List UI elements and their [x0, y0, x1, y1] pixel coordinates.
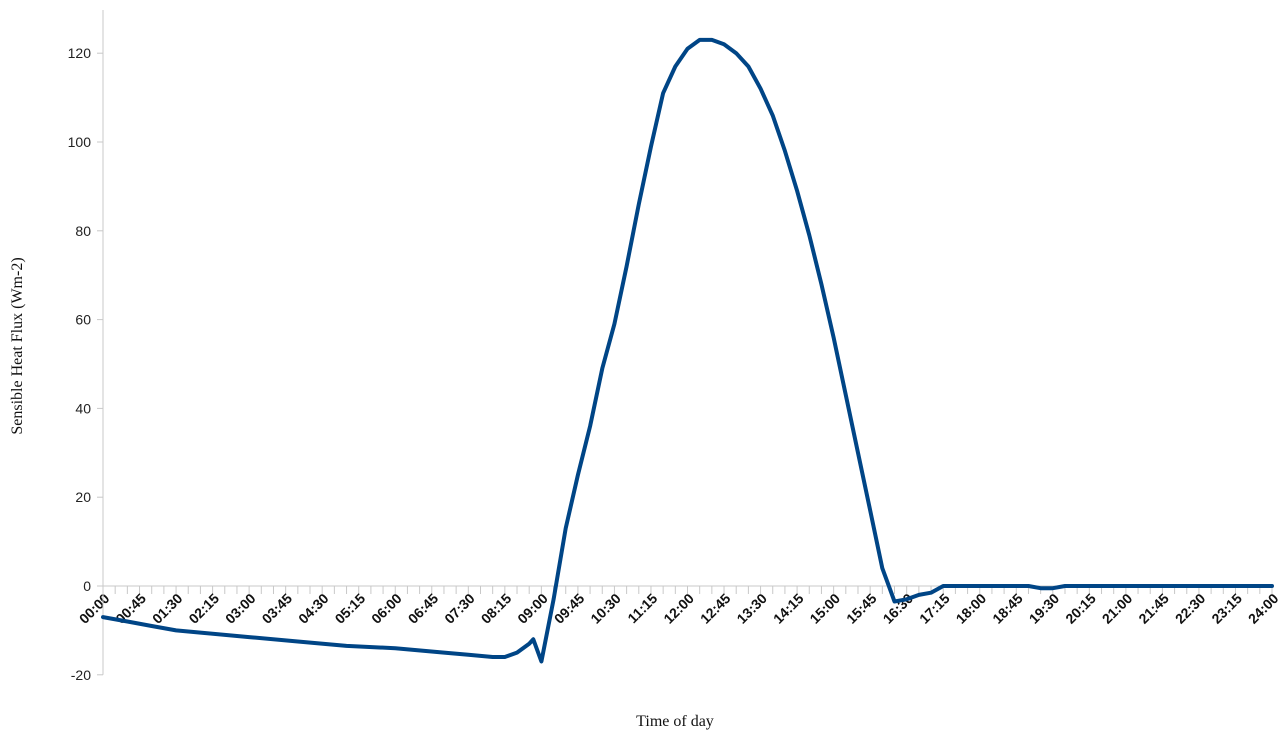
x-axis-title: Time of day	[636, 713, 714, 730]
x-tick-label: 06:45	[405, 590, 442, 627]
x-tick-label: 22:30	[1172, 590, 1209, 627]
y-tick-label: 100	[68, 134, 92, 150]
y-tick-label: 120	[68, 45, 92, 61]
x-tick-label: 06:00	[368, 590, 405, 627]
x-tick-label: 18:45	[989, 590, 1026, 627]
y-axis-ticks: -20 0 20 40 60 80 100 120	[68, 45, 103, 683]
x-tick-label: 16:30	[880, 590, 917, 627]
x-tick-label: 15:00	[806, 590, 843, 627]
x-tick-label: 08:15	[478, 590, 515, 627]
x-tick-label: 20:15	[1062, 590, 1099, 627]
x-tick-label: 09:00	[514, 590, 551, 627]
series-line	[101, 37, 1274, 664]
x-tick-label: 03:45	[258, 590, 295, 627]
x-tick-label: 04:30	[295, 590, 332, 627]
x-tick-label: 05:15	[332, 590, 369, 627]
y-tick-label: 20	[75, 489, 91, 505]
x-tick-label: 10:30	[587, 590, 624, 627]
x-tick-label: 15:45	[843, 590, 880, 627]
x-tick-label: 21:45	[1135, 590, 1172, 627]
x-tick-label: 11:15	[624, 590, 660, 626]
x-tick-label: 03:00	[222, 590, 259, 627]
x-axis-ticks: 00:00 00:45 01:30 02:15 03:00 03:45 04:30 05:15…	[76, 586, 1282, 627]
y-tick-label: 0	[83, 578, 91, 594]
x-tick-label: 12:00	[660, 590, 697, 627]
x-tick-label: 14:15	[770, 590, 807, 627]
x-tick-label: 07:30	[441, 590, 478, 627]
y-tick-label: -20	[71, 667, 91, 683]
x-tick-label: 18:00	[953, 590, 990, 627]
y-tick-label: 60	[75, 312, 91, 328]
x-tick-label: 24:00	[1245, 590, 1282, 627]
x-tick-label: 00:00	[76, 590, 113, 627]
x-tick-label: 13:30	[733, 590, 770, 627]
y-axis-title: Sensible Heat Flux (Wm-2)	[9, 257, 26, 434]
y-tick-label: 80	[75, 223, 91, 239]
x-tick-label: 12:45	[697, 590, 734, 627]
x-tick-label: 01:30	[149, 590, 186, 627]
x-tick-label: 19:30	[1026, 590, 1063, 627]
x-tick-label: 21:00	[1099, 590, 1136, 627]
x-tick-label: 02:15	[185, 590, 222, 627]
x-tick-label: 23:15	[1208, 590, 1245, 627]
y-tick-label: 40	[75, 400, 91, 416]
